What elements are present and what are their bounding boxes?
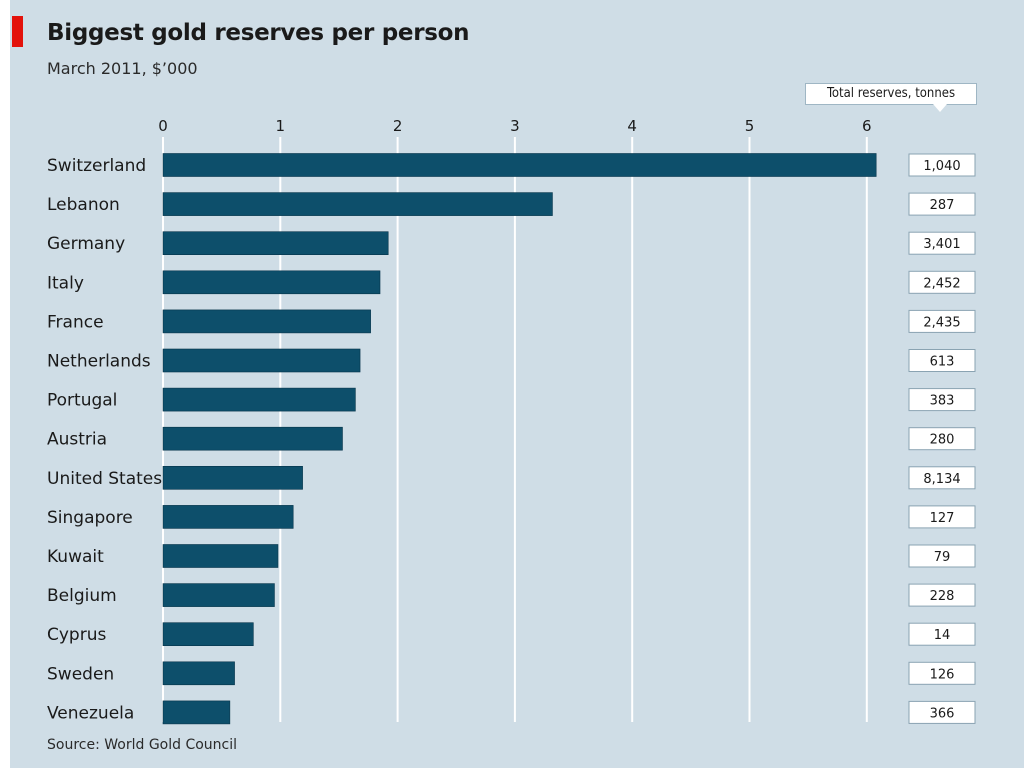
chart-title: Biggest gold reserves per person — [47, 20, 470, 46]
reserve-value: 280 — [930, 433, 955, 448]
category-label: Portugal — [47, 391, 117, 411]
category-label: Venezuela — [47, 703, 134, 723]
chart-subtitle: March 2011, $’000 — [47, 59, 198, 78]
reserve-value-box — [908, 622, 976, 646]
bar — [162, 700, 231, 725]
bar — [162, 583, 275, 607]
reserve-value: 287 — [930, 198, 955, 213]
category-label: Austria — [47, 430, 107, 450]
brand-red-tag — [12, 16, 23, 47]
reserve-value-box — [908, 309, 976, 333]
reserve-value-box — [908, 231, 976, 255]
total-reserves-header: Total reserves, tonnes — [805, 83, 977, 105]
reserve-value-box — [908, 427, 976, 451]
reserve-value: 383 — [930, 394, 955, 409]
category-label: France — [47, 312, 104, 332]
x-tick-label: 0 — [158, 117, 168, 135]
category-label: United States — [47, 469, 162, 489]
category-label: Cyprus — [47, 625, 106, 645]
bar — [162, 309, 371, 334]
reserve-value: 1,040 — [923, 159, 960, 174]
bar — [162, 231, 389, 255]
reserve-value: 3,401 — [923, 237, 960, 252]
category-label: Lebanon — [47, 195, 120, 215]
bar — [162, 505, 294, 529]
category-label: Sweden — [47, 664, 114, 684]
bar — [162, 192, 553, 216]
bar — [162, 661, 235, 686]
bar — [162, 153, 877, 177]
reserve-value: 2,452 — [923, 276, 960, 291]
bar — [162, 622, 254, 647]
bar — [162, 387, 356, 412]
bar — [162, 465, 303, 490]
category-label: Italy — [47, 273, 84, 293]
category-label: Netherlands — [47, 352, 151, 372]
reserve-value-box — [908, 700, 976, 724]
x-tick-label: 3 — [510, 117, 520, 135]
category-label: Germany — [47, 234, 125, 254]
category-label: Switzerland — [47, 156, 146, 176]
reserve-value-box — [908, 192, 976, 216]
reserve-value: 126 — [930, 667, 955, 682]
x-tick-label: 1 — [276, 117, 286, 135]
reserve-value: 79 — [934, 550, 951, 565]
source-note: Source: World Gold Council — [47, 737, 238, 753]
bar — [162, 348, 361, 373]
x-tick-label: 4 — [627, 117, 637, 135]
reserve-value-box — [908, 349, 976, 372]
total-reserves-pointer — [933, 104, 947, 112]
reserve-value: 366 — [930, 706, 955, 721]
bar — [162, 270, 381, 295]
reserve-value-box — [908, 583, 976, 607]
reserve-value-box — [908, 505, 976, 529]
reserve-value: 228 — [930, 589, 955, 604]
category-label: Kuwait — [47, 547, 104, 567]
category-label: Belgium — [47, 586, 117, 606]
x-tick-label: 6 — [862, 117, 872, 135]
reserve-value: 8,134 — [923, 472, 960, 487]
x-tick-label: 2 — [393, 117, 403, 135]
reserve-value-box — [908, 153, 976, 177]
reserve-value-box — [908, 388, 976, 412]
reserve-value: 2,435 — [923, 315, 960, 330]
reserve-value-box — [908, 544, 976, 568]
reserve-value: 613 — [930, 355, 955, 370]
reserve-value-box — [908, 270, 976, 294]
reserve-value-box — [908, 466, 976, 490]
category-label: Singapore — [47, 508, 133, 528]
reserve-value-box — [908, 661, 976, 685]
bar — [162, 426, 343, 451]
reserve-value: 127 — [930, 511, 955, 526]
reserve-value: 14 — [934, 628, 951, 643]
x-tick-label: 5 — [745, 117, 755, 135]
bar — [162, 544, 279, 568]
